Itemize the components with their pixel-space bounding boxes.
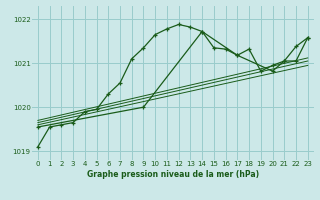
X-axis label: Graphe pression niveau de la mer (hPa): Graphe pression niveau de la mer (hPa) bbox=[87, 170, 259, 179]
